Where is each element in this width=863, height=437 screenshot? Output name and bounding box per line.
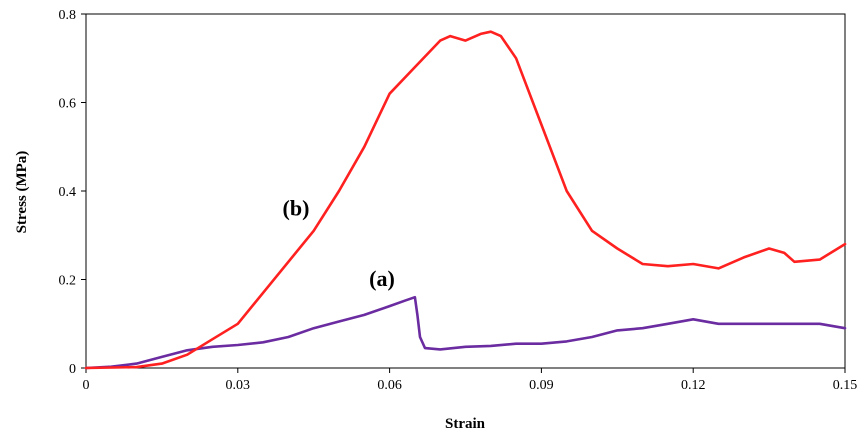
- series-layer: [84, 30, 847, 370]
- x-tick-label: 0.06: [377, 378, 402, 393]
- x-tick-label: 0: [83, 378, 90, 393]
- y-axis-title: Stress (MPa): [14, 151, 30, 234]
- series-line-a: [84, 295, 847, 370]
- series-annotation-a: (a): [369, 266, 395, 291]
- series-line-b: [84, 30, 847, 370]
- annotation-layer: (b) (a): [283, 195, 395, 291]
- plot-frame: [85, 13, 846, 369]
- x-tick-label: 0.09: [529, 378, 554, 393]
- y-tick-label: 0.2: [59, 274, 77, 289]
- axes: 0 0.03 0.06 0.09 0.12 0.15 0 0.2 0.4 0.6 0.8: [59, 8, 858, 393]
- x-tick-label: 0.03: [226, 378, 251, 393]
- y-tick-label: 0.6: [59, 97, 77, 112]
- x-axis-title: Strain: [445, 416, 486, 432]
- x-tick-label: 0.12: [681, 378, 706, 393]
- x-tick-label: 0.15: [833, 378, 858, 393]
- y-tick-label: 0.8: [59, 8, 77, 23]
- series-annotation-b: (b): [283, 195, 310, 220]
- y-tick-label: 0.4: [59, 185, 77, 200]
- y-tick-label: 0: [69, 362, 76, 377]
